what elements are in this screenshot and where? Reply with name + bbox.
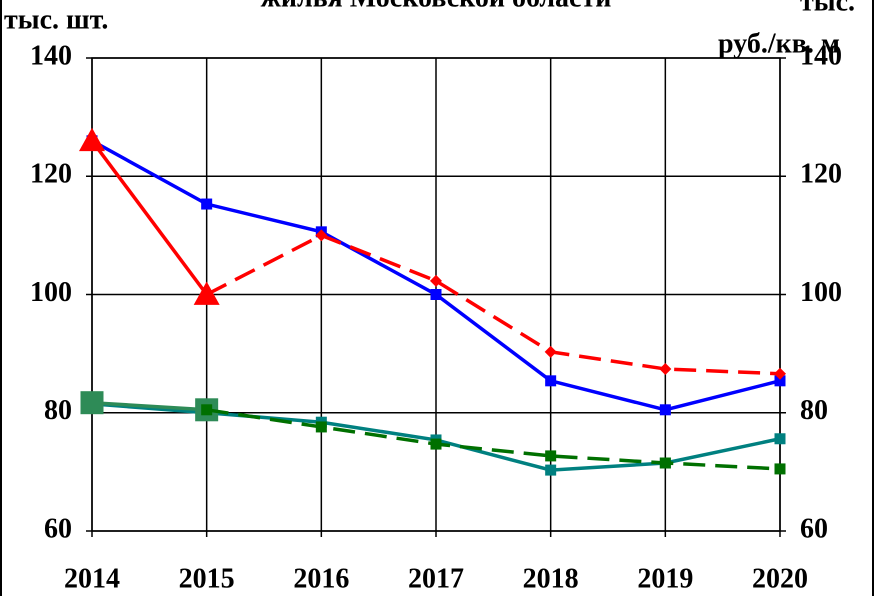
- marker: [80, 391, 104, 415]
- x-tick-label: 2015: [179, 563, 235, 594]
- marker: [200, 288, 213, 301]
- marker: [201, 198, 213, 210]
- y2-axis-label: тыс.: [800, 0, 855, 17]
- y-tick-label: 80: [44, 395, 72, 426]
- marker: [544, 345, 557, 358]
- x-tick-label: 2017: [408, 563, 464, 594]
- y2-tick-label: 100: [800, 277, 842, 308]
- y-axis-label: тыс. шт.: [4, 4, 108, 35]
- y-tick-label: 60: [44, 513, 72, 544]
- marker: [430, 438, 442, 450]
- x-tick-label: 2014: [64, 563, 120, 594]
- marker: [430, 289, 442, 300]
- marker: [659, 404, 671, 416]
- y2-tick-label: 140: [800, 40, 842, 71]
- y-tick-label: 120: [30, 159, 72, 190]
- series-line: [90, 139, 209, 296]
- y2-axis-label: руб./кв. м: [718, 28, 840, 59]
- marker: [79, 127, 105, 152]
- marker: [774, 367, 786, 380]
- x-tick-label: 2016: [293, 563, 349, 594]
- marker: [659, 457, 671, 469]
- marker: [545, 375, 557, 387]
- y-tick-label: 100: [30, 277, 72, 308]
- series-line: [205, 233, 781, 376]
- marker: [315, 421, 327, 433]
- x-tick-label: 2018: [523, 563, 579, 594]
- x-tick-label: 2019: [637, 563, 693, 594]
- series-line: [91, 400, 207, 412]
- x-tick-label: 2020: [752, 563, 808, 594]
- marker: [545, 450, 557, 462]
- marker: [430, 274, 442, 287]
- y2-tick-label: 80: [800, 395, 828, 426]
- series-line: [206, 408, 781, 471]
- y2-tick-label: 120: [800, 159, 842, 190]
- marker: [201, 404, 213, 416]
- marker: [545, 464, 557, 476]
- marker: [774, 433, 786, 445]
- chart-title: жилья Московской области: [261, 0, 612, 13]
- y-tick-label: 140: [30, 40, 72, 71]
- marker: [659, 362, 672, 375]
- marker: [315, 229, 328, 242]
- marker: [774, 463, 786, 475]
- y2-tick-label: 60: [800, 513, 828, 544]
